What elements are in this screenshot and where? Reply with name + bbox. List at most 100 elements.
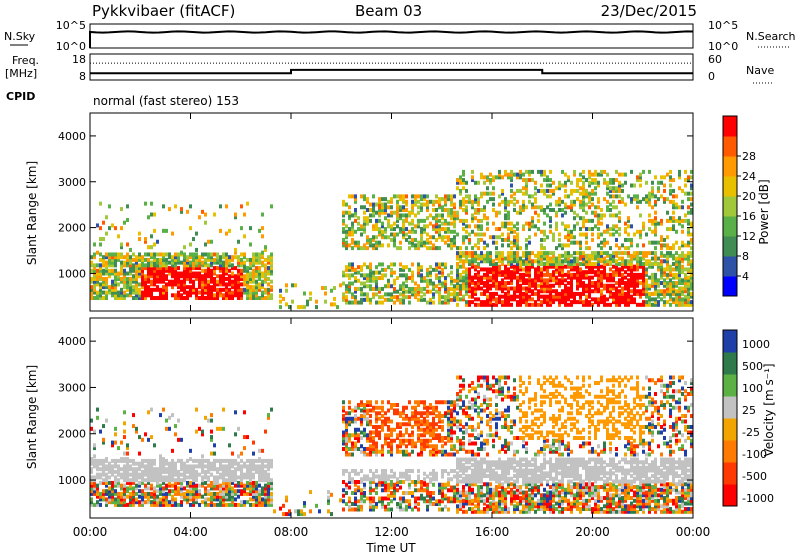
power-cell: [627, 233, 630, 237]
power-cell: [441, 262, 444, 266]
power-cell: [447, 194, 450, 198]
power-cell: [555, 246, 558, 250]
power-cell: [507, 286, 510, 290]
power-cell: [156, 252, 159, 256]
velocity-cell: [351, 491, 354, 495]
velocity-cell: [174, 432, 177, 436]
power-cell: [462, 251, 465, 255]
power-cell: [387, 292, 390, 296]
velocity-cell: [252, 452, 255, 456]
power-cell: [426, 238, 429, 242]
power-cell: [636, 273, 639, 277]
power-cell: [330, 302, 333, 306]
velocity-cell: [369, 477, 372, 481]
power-cell: [672, 200, 675, 204]
power-cell: [669, 170, 672, 174]
velocity-cell: [141, 459, 144, 463]
power-cell: [390, 205, 393, 209]
velocity-cell: [216, 467, 219, 471]
velocity-cell: [384, 417, 387, 421]
power-cell: [519, 284, 522, 288]
velocity-cell: [405, 414, 408, 418]
velocity-cell: [147, 459, 150, 463]
power-cell: [213, 213, 216, 217]
power-cell: [231, 272, 234, 276]
power-cell: [462, 276, 465, 280]
power-cell: [417, 298, 420, 302]
velocity-cell: [234, 467, 237, 471]
power-cell: [102, 269, 105, 273]
velocity-cell: [114, 489, 117, 493]
velocity-cell: [141, 438, 144, 442]
power-cell: [588, 254, 591, 258]
power-cell: [483, 175, 486, 179]
velocity-cell: [138, 452, 141, 456]
power-cell: [507, 227, 510, 231]
power-cell: [333, 302, 336, 306]
power-cell: [213, 293, 216, 297]
power-cell: [537, 289, 540, 293]
velocity-cell: [129, 492, 132, 496]
power-cell: [366, 265, 369, 269]
power-cell: [522, 192, 525, 196]
power-cell: [561, 289, 564, 293]
velocity-cell: [264, 470, 267, 474]
power-cell: [624, 259, 627, 263]
power-cell: [576, 189, 579, 193]
power-cell: [681, 278, 684, 282]
power-cell: [513, 208, 516, 212]
power-cell: [279, 294, 282, 298]
power-cell: [663, 278, 666, 282]
power-cell: [414, 194, 417, 198]
velocity-cell: [363, 499, 366, 503]
power-cell: [330, 289, 333, 293]
velocity-cell: [381, 420, 384, 424]
power-cell: [420, 295, 423, 299]
power-cell: [345, 284, 348, 288]
power-cell: [585, 233, 588, 237]
power-cell: [672, 281, 675, 285]
power-cell: [468, 233, 471, 237]
velocity-cell: [189, 449, 192, 453]
power-cell: [216, 252, 219, 256]
power-cell: [195, 248, 198, 252]
power-cell: [516, 295, 519, 299]
power-cell: [174, 252, 177, 256]
power-cell: [513, 173, 516, 177]
velocity-cell: [114, 459, 117, 463]
power-cell: [654, 211, 657, 215]
power-cell: [261, 261, 264, 265]
velocity-cell: [180, 500, 183, 504]
velocity-cell: [126, 457, 129, 461]
velocity-cell: [303, 512, 306, 516]
power-cell: [615, 251, 618, 255]
power-cell: [369, 219, 372, 223]
power-cell: [249, 226, 252, 230]
velocity-cell: [345, 491, 348, 495]
power-cell: [537, 170, 540, 174]
velocity-cell: [366, 497, 369, 501]
velocity-cell: [96, 473, 99, 477]
power-cell: [663, 238, 666, 242]
power-cell: [645, 259, 648, 263]
power-cell: [555, 200, 558, 204]
power-cell: [351, 194, 354, 198]
velocity-cell: [408, 400, 411, 404]
power-cell: [456, 251, 459, 255]
power-cell: [423, 219, 426, 223]
power-cell: [354, 241, 357, 245]
power-cell: [462, 235, 465, 239]
velocity-cell: [399, 472, 402, 476]
power-cell: [261, 251, 264, 255]
power-cell: [384, 298, 387, 302]
power-cell: [651, 186, 654, 190]
velocity-cell: [249, 459, 252, 463]
power-cell: [504, 213, 507, 217]
power-cell: [231, 280, 234, 284]
power-cell: [654, 175, 657, 179]
power-cell: [483, 213, 486, 217]
velocity-cell: [402, 433, 405, 437]
power-cell: [171, 280, 174, 284]
velocity-cell: [375, 483, 378, 487]
power-cell: [102, 221, 105, 225]
